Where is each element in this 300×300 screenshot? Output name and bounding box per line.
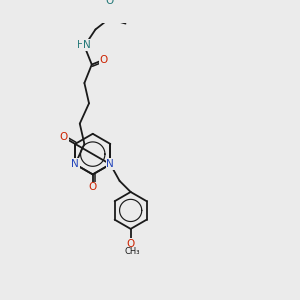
Text: O: O [88, 182, 97, 192]
Text: N: N [71, 159, 79, 169]
Text: N: N [83, 40, 91, 50]
Text: O: O [60, 133, 68, 142]
Text: N: N [106, 159, 114, 169]
Text: O: O [100, 55, 108, 65]
Text: O: O [127, 239, 135, 249]
Text: CH₃: CH₃ [125, 248, 140, 256]
Text: O: O [106, 0, 114, 6]
Text: H: H [77, 40, 84, 50]
